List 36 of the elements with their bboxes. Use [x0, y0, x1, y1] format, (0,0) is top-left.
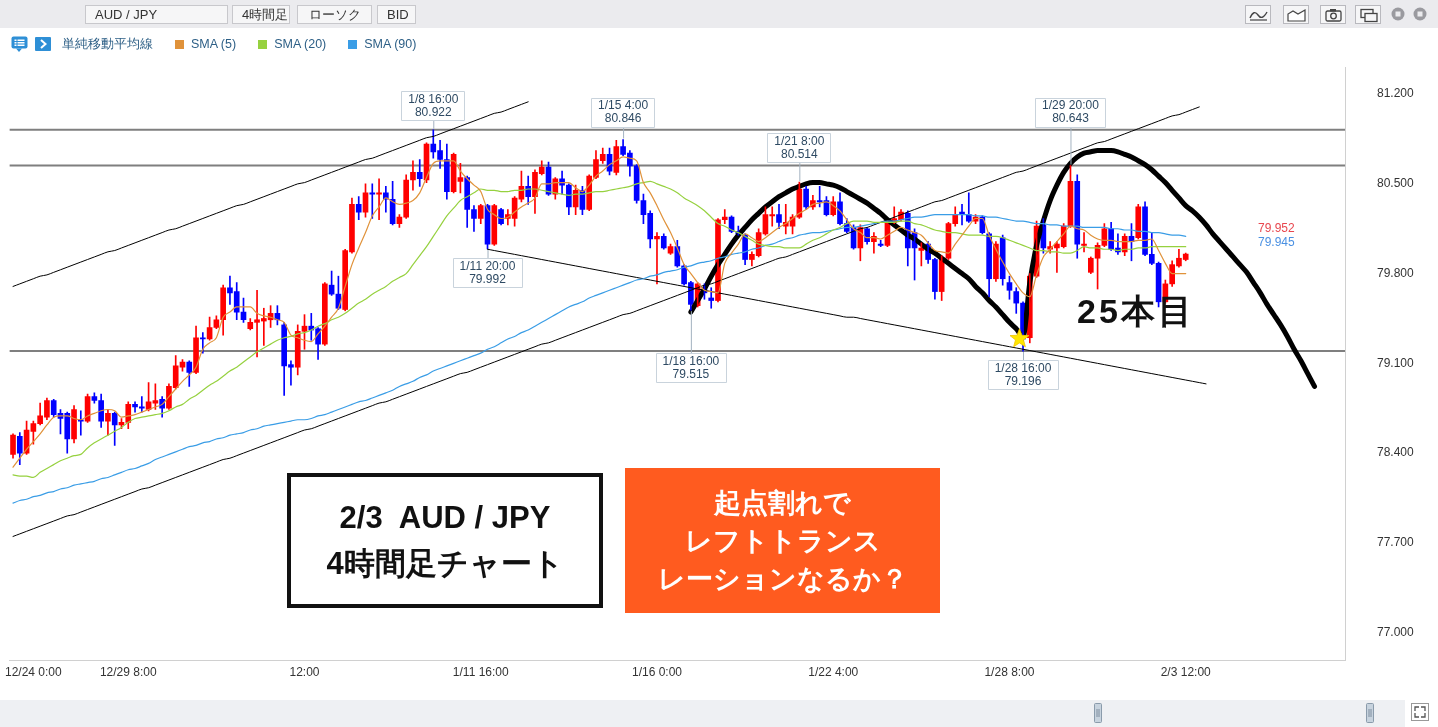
x-tick-label: 12/29 8:00	[99, 665, 157, 680]
x-tick-label: 1/28 8:00	[984, 665, 1035, 680]
annotation: 79.952	[1258, 221, 1295, 235]
legend-label: SMA (90)	[364, 37, 417, 51]
button: ローソク	[297, 5, 372, 24]
annotation: 1/8 16:00 80.922	[408, 91, 459, 119]
annotation: 起点割れでレフトトランスレーションなるか？	[657, 486, 908, 596]
title-box: 2/3 AUD / JPY 4時間足チャート	[287, 473, 603, 608]
button: 4時間足	[232, 5, 290, 24]
y-tick-label: 80.500	[1377, 176, 1415, 191]
x-tick-label: 1/16 0:00	[631, 665, 683, 680]
x-tick-label: 12/24 0:00	[5, 665, 63, 680]
x-tick-label: 1/22 4:00	[808, 665, 859, 680]
y-tick-label: 77.700	[1377, 535, 1415, 550]
annotation: 1/11 20:00 79.992	[459, 258, 516, 286]
annotation: 25本目	[1077, 292, 1195, 330]
annotation: 1/28 16:00 79.196	[994, 360, 1052, 388]
x-tick-label: 2/3 12:00	[1160, 665, 1212, 680]
legend-title: 単純移動平均線	[62, 35, 153, 53]
callout-box: 起点割れでレフトトランスレーションなるか？	[625, 468, 940, 613]
annotation: 1/15 4:00 80.846	[598, 98, 649, 126]
y-tick-label: 79.100	[1377, 355, 1415, 370]
annotation: 1/29 20:00 80.643	[1042, 98, 1100, 126]
input-field: AUD / JPY	[85, 5, 228, 24]
y-tick-label: 81.200	[1377, 86, 1415, 101]
y-tick-label: 78.400	[1377, 445, 1415, 460]
legend-label: SMA (20)	[274, 37, 327, 51]
button: BID	[377, 5, 416, 24]
y-tick-label: 79.800	[1377, 265, 1415, 280]
legend-label: SMA (5)	[191, 37, 237, 51]
annotation: 79.945	[1258, 235, 1295, 249]
annotation: 1/18 16:00 79.515	[662, 353, 720, 381]
x-tick-label: 12:00	[289, 665, 320, 680]
annotation: 1/21 8:00 80.514	[774, 133, 825, 161]
y-tick-label: 77.000	[1377, 624, 1415, 639]
x-tick-label: 1/11 16:00	[452, 665, 509, 680]
